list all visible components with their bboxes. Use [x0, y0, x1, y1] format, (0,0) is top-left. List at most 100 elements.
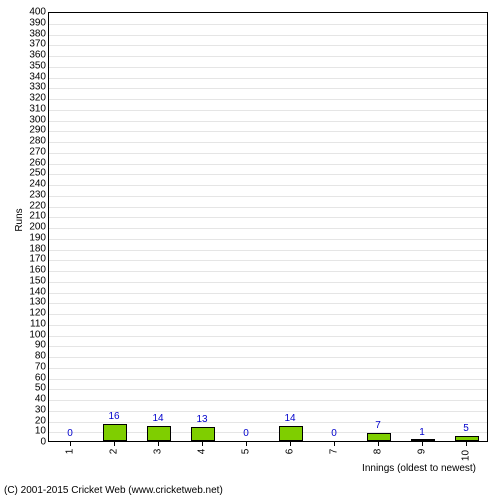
gridline — [49, 56, 487, 57]
gridline — [49, 271, 487, 272]
xtick-label: 1 — [65, 449, 76, 455]
bar — [103, 424, 127, 441]
gridline — [49, 121, 487, 122]
ytick-label: 80 — [18, 351, 46, 362]
bar-value-label: 0 — [67, 428, 73, 439]
ytick-label: 380 — [18, 28, 46, 39]
xtick-label: 10 — [461, 450, 472, 461]
ytick-label: 20 — [18, 415, 46, 426]
ytick-label: 140 — [18, 286, 46, 297]
gridline — [49, 336, 487, 337]
gridline — [49, 346, 487, 347]
xtick-mark — [114, 442, 115, 446]
xtick-mark — [378, 442, 379, 446]
ytick-label: 100 — [18, 329, 46, 340]
gridline — [49, 131, 487, 132]
bar-value-label: 7 — [375, 420, 381, 431]
ytick-label: 10 — [18, 426, 46, 437]
ytick-label: 150 — [18, 275, 46, 286]
bar — [191, 427, 215, 441]
ytick-label: 280 — [18, 136, 46, 147]
bar-value-label: 14 — [284, 413, 295, 424]
gridline — [49, 389, 487, 390]
ytick-label: 90 — [18, 340, 46, 351]
gridline — [49, 207, 487, 208]
ytick-label: 200 — [18, 222, 46, 233]
xtick-mark — [422, 442, 423, 446]
ytick-label: 70 — [18, 361, 46, 372]
x-axis-label: Innings (oldest to newest) — [362, 463, 476, 474]
ytick-label: 390 — [18, 17, 46, 28]
gridline — [49, 239, 487, 240]
gridline — [49, 368, 487, 369]
bar — [367, 433, 391, 441]
bar — [147, 426, 171, 441]
xtick-label: 9 — [417, 449, 428, 455]
ytick-label: 310 — [18, 103, 46, 114]
gridline — [49, 314, 487, 315]
ytick-label: 210 — [18, 211, 46, 222]
bar — [411, 439, 435, 441]
gridline — [49, 250, 487, 251]
xtick-label: 5 — [241, 449, 252, 455]
copyright-text: (C) 2001-2015 Cricket Web (www.cricketwe… — [4, 485, 223, 496]
bar-value-label: 13 — [196, 414, 207, 425]
chart-container — [48, 12, 488, 442]
gridline — [49, 35, 487, 36]
gridline — [49, 99, 487, 100]
gridline — [49, 174, 487, 175]
xtick-mark — [158, 442, 159, 446]
ytick-label: 220 — [18, 200, 46, 211]
xtick-mark — [334, 442, 335, 446]
ytick-label: 370 — [18, 39, 46, 50]
ytick-label: 260 — [18, 157, 46, 168]
ytick-label: 330 — [18, 82, 46, 93]
bar-value-label: 16 — [108, 411, 119, 422]
xtick-label: 2 — [109, 449, 120, 455]
bar-value-label: 0 — [331, 428, 337, 439]
ytick-label: 350 — [18, 60, 46, 71]
gridline — [49, 142, 487, 143]
ytick-label: 110 — [18, 318, 46, 329]
ytick-label: 30 — [18, 404, 46, 415]
ytick-label: 180 — [18, 243, 46, 254]
ytick-label: 190 — [18, 232, 46, 243]
ytick-label: 170 — [18, 254, 46, 265]
xtick-mark — [202, 442, 203, 446]
gridline — [49, 303, 487, 304]
bar-value-label: 0 — [243, 428, 249, 439]
xtick-label: 3 — [153, 449, 164, 455]
gridline — [49, 357, 487, 358]
ytick-label: 250 — [18, 168, 46, 179]
ytick-label: 270 — [18, 146, 46, 157]
bar-value-label: 14 — [152, 413, 163, 424]
gridline — [49, 400, 487, 401]
gridline — [49, 45, 487, 46]
gridline — [49, 293, 487, 294]
xtick-label: 6 — [285, 449, 296, 455]
xtick-mark — [466, 442, 467, 446]
xtick-label: 8 — [373, 449, 384, 455]
gridline — [49, 110, 487, 111]
gridline — [49, 379, 487, 380]
gridline — [49, 325, 487, 326]
ytick-label: 60 — [18, 372, 46, 383]
xtick-mark — [70, 442, 71, 446]
bar-value-label: 5 — [463, 423, 469, 434]
gridline — [49, 67, 487, 68]
ytick-label: 40 — [18, 394, 46, 405]
gridline — [49, 196, 487, 197]
bar — [279, 426, 303, 441]
xtick-label: 7 — [329, 449, 340, 455]
xtick-mark — [290, 442, 291, 446]
gridline — [49, 24, 487, 25]
bar-value-label: 1 — [419, 427, 425, 438]
ytick-label: 340 — [18, 71, 46, 82]
ytick-label: 0 — [18, 437, 46, 448]
gridline — [49, 88, 487, 89]
gridline — [49, 228, 487, 229]
ytick-label: 230 — [18, 189, 46, 200]
bar — [455, 436, 479, 441]
gridline — [49, 217, 487, 218]
ytick-label: 130 — [18, 297, 46, 308]
